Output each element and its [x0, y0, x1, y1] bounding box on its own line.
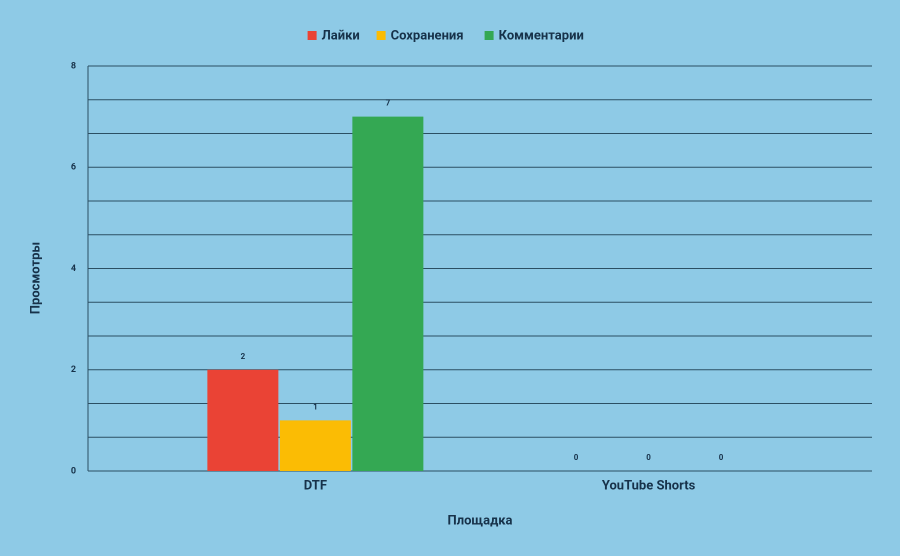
bar — [352, 116, 424, 471]
data-label: 1 — [313, 402, 318, 411]
y-tick-label: 4 — [71, 264, 76, 274]
legend-swatch — [307, 31, 317, 40]
y-tick-label: 6 — [71, 163, 76, 173]
data-label: 0 — [574, 453, 579, 462]
legend-swatch — [484, 31, 494, 40]
legend-swatch — [376, 31, 386, 40]
y-axis-title: Просмотры — [28, 242, 43, 314]
y-tick-label: 8 — [71, 61, 76, 71]
data-label: 2 — [241, 352, 246, 361]
data-label: 0 — [719, 453, 724, 462]
legend-label: Лайки — [322, 28, 360, 43]
x-axis-title: Площадка — [448, 513, 513, 528]
y-tick-label: 2 — [71, 365, 76, 375]
x-tick-label: YouTube Shorts — [602, 478, 696, 493]
data-label: 7 — [386, 99, 391, 108]
bar — [207, 369, 279, 471]
legend-label: Комментарии — [499, 28, 584, 43]
y-tick-label: 0 — [71, 466, 76, 476]
legend-label: Сохранения — [391, 28, 464, 43]
bar — [279, 420, 351, 471]
x-tick-label: DTF — [304, 478, 327, 493]
data-label: 0 — [646, 453, 651, 462]
